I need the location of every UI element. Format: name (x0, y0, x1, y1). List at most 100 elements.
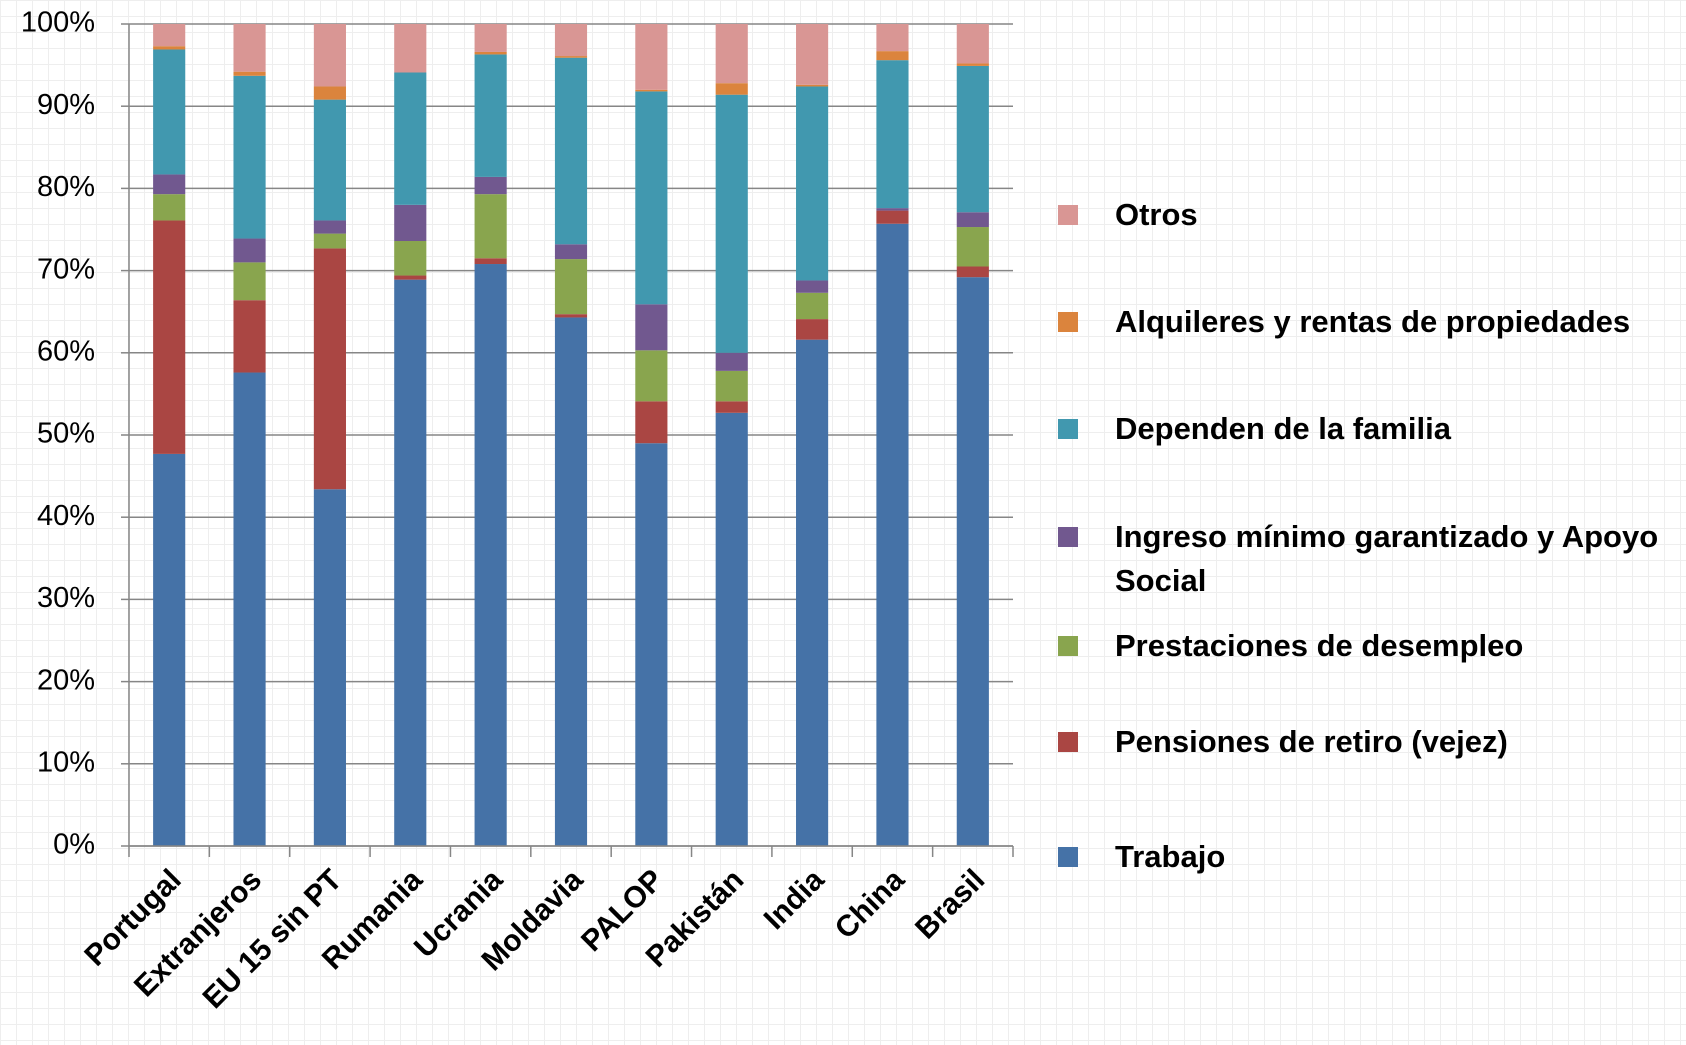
bar-segment (394, 204, 427, 242)
bar-segment (153, 24, 186, 47)
legend-swatch (1058, 847, 1078, 867)
bar-segment (153, 194, 186, 221)
legend-swatch (1058, 732, 1078, 752)
bar-segment (394, 275, 427, 280)
bar-segment (474, 258, 507, 265)
bar-segment (153, 220, 186, 454)
legend-swatch (1058, 419, 1078, 439)
bar-segment (796, 339, 829, 846)
bar-segment (876, 208, 909, 211)
bar-segment (635, 401, 668, 444)
bar-segment (313, 24, 346, 87)
y-tick-label: 0% (53, 829, 95, 861)
bar-segment (313, 489, 346, 846)
bar-segment (554, 57, 588, 245)
bar-segment (474, 24, 507, 52)
bar-segment (635, 350, 668, 402)
y-tick-label: 60% (37, 335, 95, 367)
bar-segment (715, 412, 748, 846)
y-tick-label: 80% (37, 171, 95, 203)
bar-segment (796, 280, 829, 293)
bar-segment (153, 453, 186, 846)
x-tick-label: India (758, 863, 831, 936)
legend-label: Otros (1115, 197, 1198, 232)
bar-segment (474, 176, 507, 195)
bar-segment (635, 304, 668, 351)
legend-swatch (1058, 527, 1078, 547)
bar-segment (796, 84, 829, 87)
bar-segment (796, 24, 829, 85)
legend-label: Ingreso mínimo garantizado y Apoyo Socia… (1115, 519, 1659, 598)
bar-segment (153, 174, 186, 195)
bar-segment (796, 86, 829, 281)
bar-segment (635, 24, 668, 90)
bar-segment (313, 86, 346, 100)
bar-segment (554, 259, 588, 315)
bar-segment (153, 49, 186, 175)
legend-label: Pensiones de retiro (vejez) (1115, 724, 1508, 759)
bar-segment (554, 56, 588, 58)
bar-segment (313, 220, 346, 234)
y-tick-label: 70% (37, 253, 95, 285)
y-tick-label: 10% (37, 746, 95, 778)
bar-segment (876, 60, 909, 209)
bar-segment (635, 89, 668, 92)
bar-segment (394, 24, 427, 73)
legend-label: Prestaciones de desempleo (1115, 628, 1524, 663)
bar-segment (956, 63, 989, 66)
bar-segment (233, 24, 266, 72)
legend-swatch (1058, 312, 1078, 332)
bar-segment (956, 212, 989, 228)
bar-segment (233, 300, 266, 373)
bar-segment (956, 227, 989, 267)
bar-segment (554, 314, 588, 318)
bar-segment (153, 46, 186, 50)
bar-segment (313, 248, 346, 490)
bar-segment (715, 401, 748, 413)
bar-segment (876, 24, 909, 52)
legend-swatch (1058, 636, 1078, 656)
bar-segment (635, 443, 668, 846)
bar-segment (635, 91, 668, 305)
bar-segment (474, 264, 507, 846)
bar-segment (796, 292, 829, 320)
legend-label: Dependen de la familia (1115, 411, 1451, 446)
bar-segment (394, 241, 427, 276)
bar-segment (715, 94, 748, 353)
bar-segment (474, 54, 507, 177)
x-tick-label: Brasil (909, 863, 991, 945)
bar-segment (554, 24, 588, 57)
bar-segment (876, 51, 909, 61)
bar-segment (233, 71, 266, 76)
bar-segment (796, 319, 829, 340)
bar-segment (715, 83, 748, 95)
bar-segment (715, 352, 748, 371)
bar-segment (313, 233, 346, 249)
bar-segment (715, 370, 748, 402)
bar-segment (233, 262, 266, 301)
y-tick-label: 40% (37, 500, 95, 532)
bar-segment (554, 317, 588, 847)
bar-segment (313, 99, 346, 221)
bar-segment (233, 238, 266, 263)
bar-segment (474, 51, 507, 55)
y-tick-label: 50% (37, 418, 95, 450)
legend-label: Trabajo (1115, 839, 1226, 874)
bar-segment (715, 24, 748, 84)
bar-segment (394, 279, 427, 847)
bar-segment (876, 223, 909, 847)
y-tick-label: 30% (37, 582, 95, 614)
bar-segment (394, 72, 427, 205)
legend-label: Alquileres y rentas de propiedades (1115, 304, 1631, 339)
bar-segment (474, 194, 507, 259)
y-tick-label: 90% (37, 89, 95, 121)
bar-segment (956, 24, 989, 64)
bar-segment (554, 244, 588, 260)
bar-segment (956, 266, 989, 278)
bar-segment (233, 75, 266, 239)
x-tick-label: EU 15 sin PT (197, 863, 349, 1015)
legend-swatch (1058, 205, 1078, 225)
bar-segment (956, 277, 989, 846)
